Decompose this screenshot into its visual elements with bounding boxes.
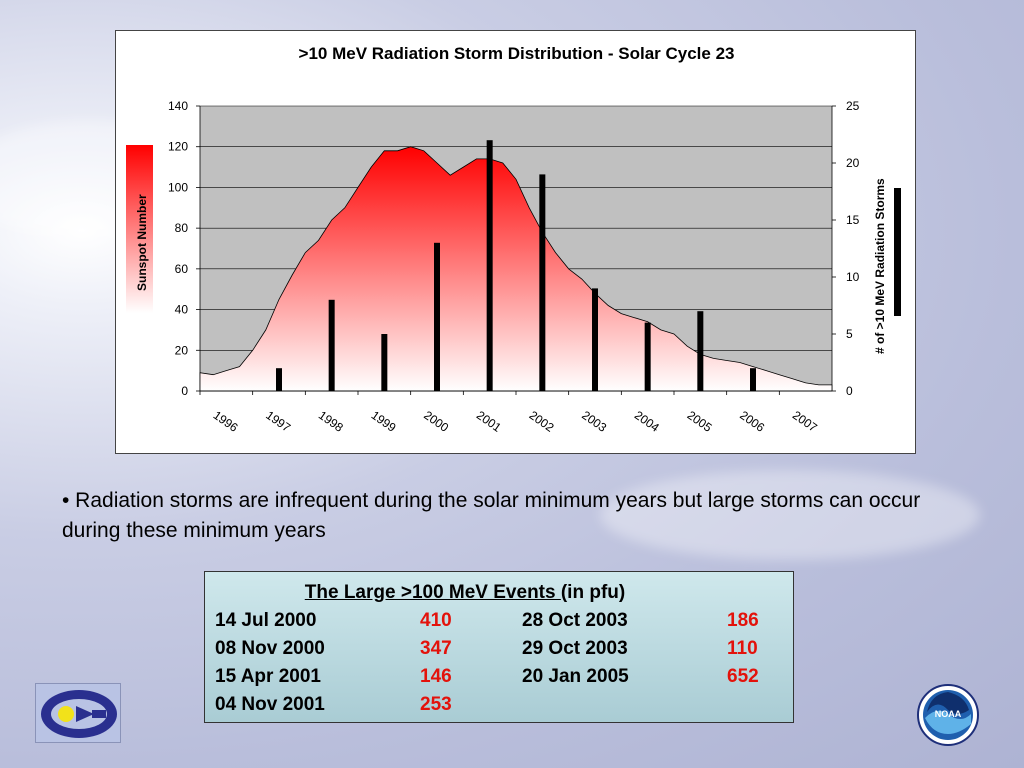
storm-bar-2000 [434,242,440,391]
background-streak [600,470,980,560]
event-peak-value: 146 [420,666,452,687]
x-tick-label: 2006 [737,408,767,435]
right-tick-label: 10 [846,270,860,284]
event-date: 08 Nov 2000 [215,638,325,659]
storm-bar-2002 [539,174,546,391]
event-peak-value: 110 [727,638,758,659]
left-tick-label: 100 [168,180,188,194]
event-peak-value: 652 [727,666,759,687]
x-tick-label: 1996 [211,408,241,435]
right-tick-label: 5 [846,327,853,341]
events-table-row: 08 Nov 2000 347 29 Oct 2003 110 [205,638,795,666]
event-peak-value: 253 [420,694,452,715]
event-date: 14 Jul 2000 [215,610,317,631]
x-tick-label: 2001 [474,408,504,435]
event-peak-value: 186 [727,610,759,631]
noaa-logo-icon: NOAA [917,684,979,746]
x-axis-ticks: 1996 1997 1998 1999 2000 2001 2002 2003 2004 2005… [199,390,832,435]
event-date: 15 Apr 2001 [215,666,321,687]
storm-bar-1999 [381,334,388,391]
events-table-title: The Large >100 MeV Events [304,582,561,603]
left-tick-label: 80 [175,221,189,235]
x-tick-label: 2007 [790,408,820,435]
left-tick-label: 120 [168,140,188,154]
right-tick-label: 25 [846,99,860,113]
events-table: The Large >100 MeV Events (in pfu) 14 Ju… [204,571,794,723]
right-axis-ticks: 0 5 10 15 20 25 [832,99,860,398]
event-date: 20 Jan 2005 [522,666,629,687]
right-tick-label: 20 [846,156,860,170]
left-tick-label: 60 [175,262,189,276]
storm-bar-1997 [276,368,282,391]
storm-bar-2001 [486,140,493,391]
x-tick-label: 2003 [579,408,609,435]
events-table-row: 04 Nov 2001 253 [205,694,795,722]
right-axis-legend-swatch [894,188,901,316]
right-tick-label: 15 [846,213,860,227]
left-tick-label: 20 [175,343,189,357]
events-table-row: 14 Jul 2000 410 28 Oct 2003 186 [205,610,795,638]
x-tick-label: 1998 [316,408,346,435]
x-tick-label: 2002 [527,408,557,435]
x-tick-label: 1999 [369,408,399,435]
events-table-row: 15 Apr 2001 146 20 Jan 2005 652 [205,666,795,694]
storm-bar-2006 [750,368,756,391]
sec-logo [35,683,121,743]
x-tick-label: 1997 [263,408,293,435]
bullet-text: • Radiation storms are infrequent during… [62,489,921,542]
left-axis-ticks: 0 20 40 60 80 100 120 140 [168,99,200,398]
left-tick-label: 40 [175,303,189,317]
noaa-logo-text: NOAA [935,709,962,719]
x-tick-label: 2004 [632,408,662,435]
left-tick-label: 0 [181,384,188,398]
storm-bars [276,140,756,391]
chart-panel: 0 20 40 60 80 100 120 140 0 5 10 15 20 25 1996 1997 19… [115,30,916,454]
event-date: 28 Oct 2003 [522,610,628,631]
chart-title: >10 MeV Radiation Storm Distribution - S… [298,44,735,63]
events-table-units: (in pfu) [560,582,626,603]
event-peak-value: 410 [420,610,452,631]
left-axis-legend-swatch [126,145,153,313]
event-date: 04 Nov 2001 [215,694,325,715]
x-tick-label: 2005 [685,408,715,435]
right-tick-label: 0 [846,384,853,398]
sunspot-area-series [199,146,833,392]
event-date: 29 Oct 2003 [522,638,628,659]
storm-bar-2004 [644,322,651,391]
storm-bar-2005 [697,311,704,391]
left-axis-label: Sunspot Number [135,194,149,291]
storm-bar-2003 [592,288,598,391]
noaa-logo: NOAA [917,684,979,746]
events-table-header: The Large >100 MeV Events (in pfu) [205,582,725,604]
x-tick-label: 2000 [421,408,451,435]
event-peak-value: 347 [420,638,452,659]
sec-logo-icon [41,690,117,738]
left-tick-label: 140 [168,99,188,113]
right-axis-label: # of >10 MeV Radiation Storms [873,178,887,354]
storm-bar-1998 [328,299,335,391]
